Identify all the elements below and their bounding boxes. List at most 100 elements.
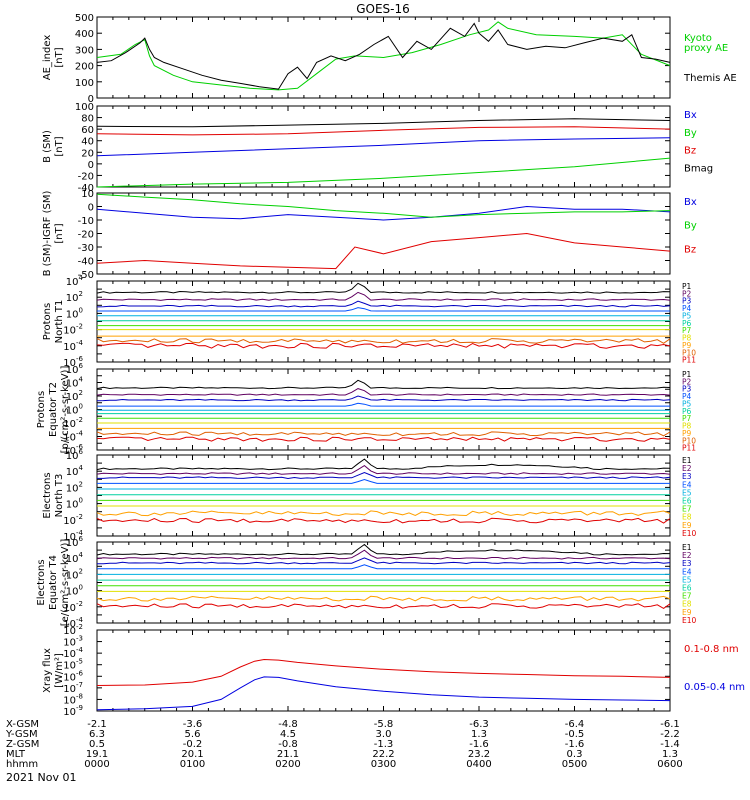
legend-entry: E8: [682, 513, 692, 522]
ephemeris-value: -3.6: [183, 719, 203, 730]
p_equator-ytick-label: 104: [66, 376, 84, 390]
p_north-ytick-label: 10-2: [63, 323, 83, 337]
ephemeris-value: 4.5: [280, 729, 296, 740]
legend-entry: 0.1-0.8 nm: [684, 644, 739, 655]
b_igrf-ylabel: B (SM)-IGRF (SM): [42, 191, 53, 277]
ephemeris-row-label: X-GSM: [6, 719, 39, 730]
legend-entry: P10: [682, 348, 696, 357]
legend-entry: P3: [682, 385, 692, 394]
b_sm-ytick-label: -20: [78, 171, 94, 182]
legend-entry: P1: [682, 370, 692, 379]
p_equator-ylabel: Protons: [36, 391, 47, 428]
panel-e_north: Electrons North T310-410-2100102104106E1E…: [42, 448, 697, 543]
legend-entry: By: [684, 128, 697, 139]
series-bmag: [96, 118, 671, 128]
legend-entry: P10: [682, 436, 696, 445]
ephemeris-value: -6.3: [469, 719, 489, 730]
series-p1: [96, 282, 671, 294]
b_sm-ytick-label: 40: [81, 137, 94, 148]
series-p4: [97, 402, 670, 407]
ephemeris-value: -2.1: [87, 719, 107, 730]
ephemeris-value: -1.6: [469, 739, 489, 750]
p_equator-ytick-label: 106: [66, 362, 84, 376]
series-p11: [96, 342, 671, 349]
e_equator-ytick-label: 104: [66, 551, 84, 565]
legend-entry: P9: [682, 341, 692, 350]
b_sm-frame: [96, 105, 671, 188]
p_north-ytick-label: 104: [66, 274, 84, 288]
ephemeris-value: 0300: [371, 759, 396, 770]
panel-p_equator: Protons Equator T2 [p/(cm²-s-sr-keV)]10-61…: [36, 362, 696, 457]
ephemeris-value: 22.2: [372, 749, 394, 760]
ae-ytick-label: 0: [88, 94, 94, 105]
series-e1: [96, 458, 671, 471]
ephemeris-value: 0500: [562, 759, 587, 770]
ephemeris-value: 0.5: [89, 739, 105, 750]
e_north-ytick-label: 106: [66, 448, 84, 462]
e_north-ytick-label: 102: [66, 480, 83, 494]
legend-entry: Bx: [684, 197, 697, 208]
series-e10: [96, 603, 671, 609]
ephemeris-value: 1.3: [471, 729, 487, 740]
p_equator-ytick-label: 10-2: [63, 416, 83, 430]
ephemeris-value: -4.8: [278, 719, 298, 730]
legend-entry: E6: [682, 497, 692, 506]
b_igrf-ytick-label: -10: [78, 216, 94, 227]
legend-entry: E10: [682, 616, 697, 625]
b_igrf-ytick-label: 10: [81, 189, 94, 200]
e_equator-ytick-label: 100: [66, 584, 83, 598]
b_sm-ytick-label: 80: [81, 114, 94, 125]
b_sm-ytick-label: 20: [81, 148, 94, 159]
ephemeris-row-label: Z-GSM: [6, 739, 39, 750]
series-e9: [96, 510, 671, 517]
e_equator-ytick-label: 10-2: [63, 600, 83, 614]
xray-ylabel: Xray flux: [42, 648, 53, 693]
p_equator-ytick-label: 10-4: [63, 430, 83, 444]
series-xray-red: [96, 658, 671, 686]
b_igrf-ytick-label: -20: [78, 230, 94, 241]
legend-entry: P2: [682, 289, 692, 298]
p_north-frame: [96, 280, 671, 363]
ephemeris-value: 5.6: [185, 729, 201, 740]
ephemeris-value: -1.4: [660, 739, 680, 750]
series-by: [96, 193, 671, 218]
ae-ylabel: [nT]: [54, 47, 65, 67]
e_equator-ylabel: Equator T4: [48, 555, 59, 610]
legend-entry: E9: [682, 521, 692, 530]
e_north-ytick-label: 10-2: [63, 513, 83, 527]
legend-entry: E4: [682, 567, 692, 576]
e_equator-ytick-label: 106: [66, 535, 84, 549]
ephemeris-value: 0000: [84, 759, 109, 770]
series-bz: [96, 126, 671, 136]
legend-entry: E5: [682, 488, 692, 497]
series-p1: [96, 379, 671, 390]
p_equator-ylabel: Equator T2: [48, 382, 59, 437]
ephemeris-value: -6.4: [565, 719, 585, 730]
series-e2: [96, 549, 671, 560]
legend-entry: P1: [682, 282, 692, 291]
ephemeris-value: 23.2: [468, 749, 490, 760]
legend-entry: By: [684, 221, 697, 232]
panel-e_equator: Electrons Equator T4 [e/(cm²-s-sr-keV)]10-…: [36, 535, 697, 630]
b_igrf-ytick-label: -50: [78, 270, 94, 281]
xray-ylabel: [W/m²]: [54, 653, 65, 688]
ae-ytick-label: 500: [75, 13, 94, 24]
series-themis-ae: [96, 22, 671, 90]
panel-b_igrf: B (SM)-IGRF (SM) [nT] -50 -40 -30 -20 -10 0 10 Bx…: [42, 189, 697, 281]
e_north-ytick-label: 104: [66, 464, 84, 478]
legend-entry: E1: [682, 543, 692, 552]
ephemeris-value: 0100: [180, 759, 205, 770]
b_sm-ylabel: [nT]: [54, 136, 65, 156]
legend-entry: P6: [682, 319, 692, 328]
legend-entry: P11: [682, 444, 696, 453]
ephemeris-value: 19.1: [86, 749, 108, 760]
date-label: 2021 Nov 01: [6, 771, 76, 784]
legend-entry: P11: [682, 356, 696, 365]
legend-entry: proxy AE: [684, 43, 728, 54]
series-by: [96, 157, 671, 188]
series-bx: [96, 205, 671, 221]
b_igrf-ytick-label: -30: [78, 243, 94, 254]
